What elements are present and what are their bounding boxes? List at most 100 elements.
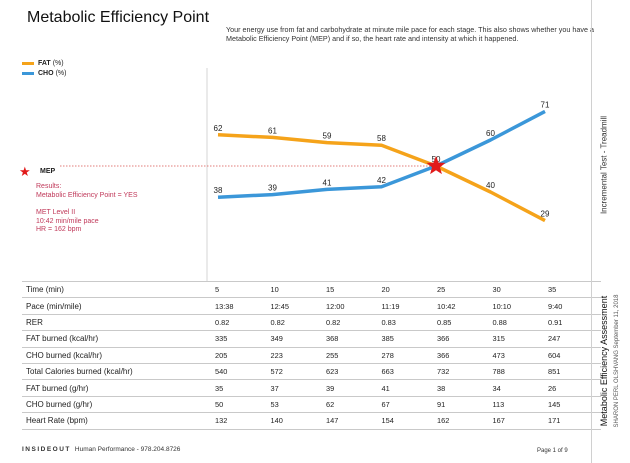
table-cell: 53 <box>267 395 323 414</box>
met-level: MET Level II <box>36 209 76 216</box>
table-cell: 623 <box>323 362 379 381</box>
table-cell: 38 <box>434 379 490 397</box>
assessment-title: Metabolic Efficiency Assessment <box>596 262 612 460</box>
table-row: RER 0.82 0.82 0.82 0.83 0.85 0.88 0.91 <box>22 313 601 332</box>
table-cell: 30 <box>489 280 545 299</box>
cho-data-label: 60 <box>486 129 495 138</box>
table-cell: 147 <box>323 412 379 430</box>
table-row: CHO burned (g/hr) 50 53 62 67 91 113 145 <box>22 395 601 414</box>
results-value: Metabolic Efficiency Point = YES <box>36 191 138 199</box>
page-title: Metabolic Efficiency Point <box>27 9 210 26</box>
table-cell: 0.82 <box>267 313 323 332</box>
mep-results: Results: Metabolic Efficiency Point = YE… <box>36 183 138 200</box>
row-label: CHO burned (kcal/hr) <box>22 346 212 364</box>
table-row: Pace (min/mile) 13:38 12:45 12:00 11:19 10:42… <box>22 297 601 315</box>
table-cell: 0.88 <box>489 313 545 332</box>
row-label: FAT burned (g/hr) <box>22 379 212 397</box>
mep-hr: HR = 162 bpm <box>36 226 82 234</box>
legend-fat-unit: (%) <box>52 59 64 67</box>
table-cell: 10 <box>267 280 323 299</box>
table-cell: 140 <box>267 412 323 430</box>
table-cell: 10:10 <box>489 297 545 315</box>
table-cell: 315 <box>489 330 545 348</box>
table-cell: 62 <box>323 395 379 414</box>
row-label: RER <box>22 313 212 332</box>
table-cell: 132 <box>212 412 268 430</box>
cho-data-label: 38 <box>214 186 223 195</box>
table-cell: 255 <box>323 346 379 364</box>
table-cell: 13:38 <box>212 297 268 315</box>
table-cell: 41 <box>378 379 434 397</box>
brand-logo: INSIDEOUT <box>22 446 71 453</box>
mep-star-icon: ★ <box>19 164 31 179</box>
table-cell: 12:00 <box>323 297 379 315</box>
table-cell: 572 <box>267 362 323 381</box>
table-cell: 35 <box>212 379 268 397</box>
table-cell: 604 <box>545 346 601 364</box>
table-row: CHO burned (kcal/hr) 205 223 255 278 366 473 60… <box>22 346 601 364</box>
table-cell: 35 <box>545 280 601 299</box>
mep-pace: 10:42 min/mile pace <box>36 217 99 225</box>
legend-item-cho: CHO (%) <box>22 68 66 78</box>
table-cell: 12:45 <box>267 297 323 315</box>
table-cell: 0.91 <box>545 313 601 332</box>
fat-data-label: 61 <box>268 126 277 135</box>
test-type-label: Incremental Test - Treadmill <box>596 70 612 260</box>
table-cell: 851 <box>545 362 601 381</box>
mep-label: MEP <box>40 168 56 175</box>
table-cell: 39 <box>323 379 379 397</box>
table-cell: 335 <box>212 330 268 348</box>
table-cell: 154 <box>378 412 434 430</box>
table-cell: 0.83 <box>378 313 434 332</box>
table-cell: 171 <box>545 412 601 430</box>
fat-data-label: 58 <box>377 134 386 143</box>
test-type-text: Incremental Test - Treadmill <box>599 115 609 215</box>
fat-data-label: 40 <box>486 181 495 190</box>
footer: INSIDEOUT Human Performance - 978.204.872… <box>22 446 180 453</box>
table-cell: 368 <box>323 330 379 348</box>
table-cell: 366 <box>434 346 490 364</box>
table-row: Heart Rate (bpm) 132 140 147 154 162 167 171 <box>22 412 601 430</box>
fat-swatch <box>22 61 34 65</box>
legend-cho-name: CHO <box>38 69 54 77</box>
table-cell: 113 <box>489 395 545 414</box>
chart-description: Your energy use from fat and carbohydrat… <box>226 25 594 43</box>
table-cell: 145 <box>545 395 601 414</box>
table-cell: 540 <box>212 362 268 381</box>
mep-point-star <box>426 156 446 175</box>
table-cell: 10:42 <box>434 297 490 315</box>
table-cell: 11:19 <box>378 297 434 315</box>
table-cell: 20 <box>378 280 434 299</box>
legend-item-fat: FAT (%) <box>22 58 66 68</box>
table-cell: 366 <box>434 330 490 348</box>
legend-fat-name: FAT <box>38 59 51 67</box>
table-cell: 67 <box>378 395 434 414</box>
table-cell: 25 <box>434 280 490 299</box>
cho-data-label: 41 <box>323 178 332 187</box>
table-cell: 732 <box>434 362 490 381</box>
row-label: Total Calories burned (kcal/hr) <box>22 362 212 381</box>
row-label: Time (min) <box>22 280 212 299</box>
table-row: Total Calories burned (kcal/hr) 540 572 623… <box>22 362 601 381</box>
client-date-text: SHARON PERL OLSHVANG September 11, 2018 <box>614 294 620 428</box>
table-cell: 247 <box>545 330 601 348</box>
row-label: Heart Rate (bpm) <box>22 412 212 430</box>
table-cell: 0.82 <box>212 313 268 332</box>
cho-series-line <box>217 109 546 199</box>
table-cell: 34 <box>489 379 545 397</box>
row-label: CHO burned (g/hr) <box>22 395 212 414</box>
table-cell: 385 <box>378 330 434 348</box>
table-cell: 91 <box>434 395 490 414</box>
table-cell: 37 <box>267 379 323 397</box>
table-cell: 205 <box>212 346 268 364</box>
client-and-date: SHARON PERL OLSHVANG September 11, 2018 <box>611 262 623 460</box>
table-cell: 0.82 <box>323 313 379 332</box>
table-row: FAT burned (kcal/hr) 335 349 368 385 366 315 24… <box>22 330 601 348</box>
cho-data-label: 71 <box>541 100 550 109</box>
cho-data-label: 42 <box>377 176 386 185</box>
cho-swatch <box>22 71 34 75</box>
fat-data-label: 29 <box>541 210 550 219</box>
table-cell: 5 <box>212 280 268 299</box>
footer-text: Human Performance - 978.204.8726 <box>74 446 181 453</box>
